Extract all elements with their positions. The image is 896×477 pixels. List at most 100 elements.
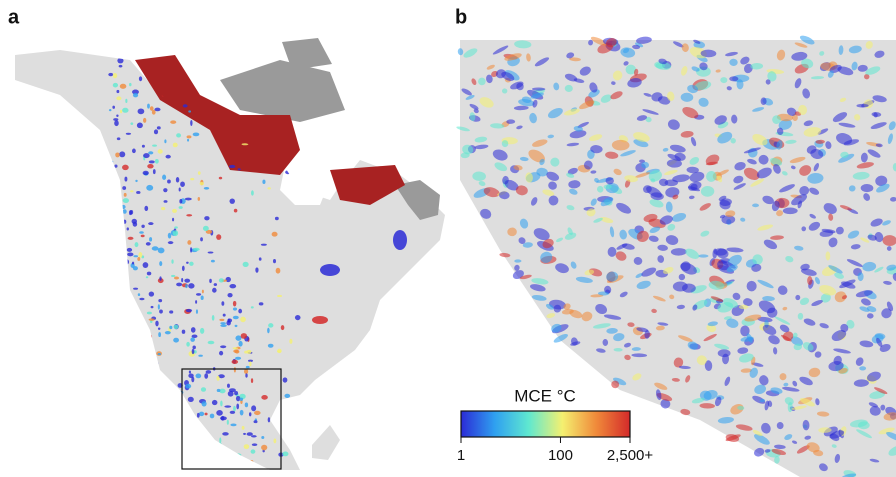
hotspot (155, 159, 159, 164)
hotspot (109, 109, 111, 111)
hotspot (152, 110, 156, 115)
hotspot (108, 73, 113, 76)
hotspot (249, 412, 251, 416)
hotspot (139, 298, 144, 301)
hotspot (673, 282, 688, 292)
hotspot (216, 442, 223, 448)
hotspot (140, 395, 145, 399)
hotspot (200, 237, 203, 241)
hotspot (147, 312, 152, 315)
hotspot (129, 83, 131, 86)
hotspot (236, 403, 239, 409)
hotspot (252, 443, 257, 446)
hotspot (185, 198, 192, 201)
hotspot (227, 384, 230, 388)
hotspot (201, 437, 207, 439)
hotspot (268, 417, 271, 422)
hotspot (182, 266, 185, 271)
hotspot (206, 370, 212, 374)
hotspot (188, 110, 191, 112)
hotspot (108, 431, 113, 437)
hotspot (228, 391, 234, 397)
hotspot (223, 314, 226, 317)
hotspot (173, 143, 178, 148)
hotspot (124, 337, 128, 339)
hotspot (233, 406, 236, 412)
hotspot (148, 222, 153, 225)
hotspot (233, 347, 239, 349)
hotspot (165, 331, 171, 334)
hotspot (154, 129, 158, 134)
hotspot (185, 384, 191, 389)
hotspot (133, 266, 138, 270)
hotspot (224, 405, 231, 407)
hotspot (153, 169, 156, 174)
hotspot (169, 326, 172, 329)
hotspot (132, 357, 136, 361)
hotspot (111, 431, 117, 437)
hotspot (119, 151, 125, 157)
hotspot (233, 316, 239, 319)
hotspot (186, 214, 192, 216)
hotspot (233, 307, 237, 310)
hotspot (202, 401, 207, 406)
hotspot (197, 456, 201, 460)
hotspot (158, 149, 163, 154)
hotspot (209, 279, 212, 283)
hotspot (159, 261, 162, 266)
hotspot (261, 436, 264, 439)
hotspot (127, 248, 132, 252)
hotspot (113, 412, 117, 414)
hotspot (235, 335, 241, 340)
hotspot (205, 413, 208, 416)
hotspot (247, 350, 252, 354)
hotspot (108, 436, 111, 439)
hotspot (199, 458, 203, 460)
hotspot (267, 328, 270, 334)
hotspot (249, 361, 251, 366)
hotspot (220, 416, 227, 420)
hotspot (154, 108, 160, 112)
hotspot (124, 259, 129, 264)
hotspot (250, 460, 254, 464)
hotspot (233, 349, 238, 352)
hotspot (281, 325, 285, 330)
hotspot (167, 467, 169, 469)
hotspot (163, 188, 167, 192)
hotspot (128, 403, 131, 406)
hotspot (130, 122, 133, 125)
hotspot (217, 389, 221, 392)
hotspot (133, 93, 138, 97)
hotspot (255, 267, 258, 272)
hotspot (146, 389, 153, 393)
hotspot (135, 336, 137, 338)
hotspot (312, 316, 328, 324)
hotspot (138, 293, 140, 296)
hotspot (242, 461, 245, 463)
hotspot (197, 413, 200, 418)
hotspot (133, 288, 138, 290)
hotspot (132, 149, 136, 154)
hotspot (109, 307, 116, 310)
hotspot (111, 161, 113, 163)
hotspot (227, 293, 232, 297)
hotspot (108, 359, 112, 362)
hotspot (132, 219, 137, 224)
hotspot (144, 431, 148, 435)
hotspot (117, 137, 121, 140)
hotspot (174, 277, 179, 280)
hotspot (213, 443, 219, 448)
hotspot (191, 377, 194, 383)
hotspot (184, 279, 190, 283)
hotspot (277, 295, 282, 297)
hotspot (136, 191, 140, 194)
hotspot (196, 309, 198, 313)
hotspot (114, 120, 119, 126)
hotspot (114, 165, 117, 168)
hotspot (208, 251, 214, 253)
colorbar-strip (461, 411, 630, 437)
hotspot (130, 312, 136, 314)
hotspot (149, 237, 152, 241)
hotspot (141, 225, 144, 228)
hotspot (110, 451, 117, 456)
